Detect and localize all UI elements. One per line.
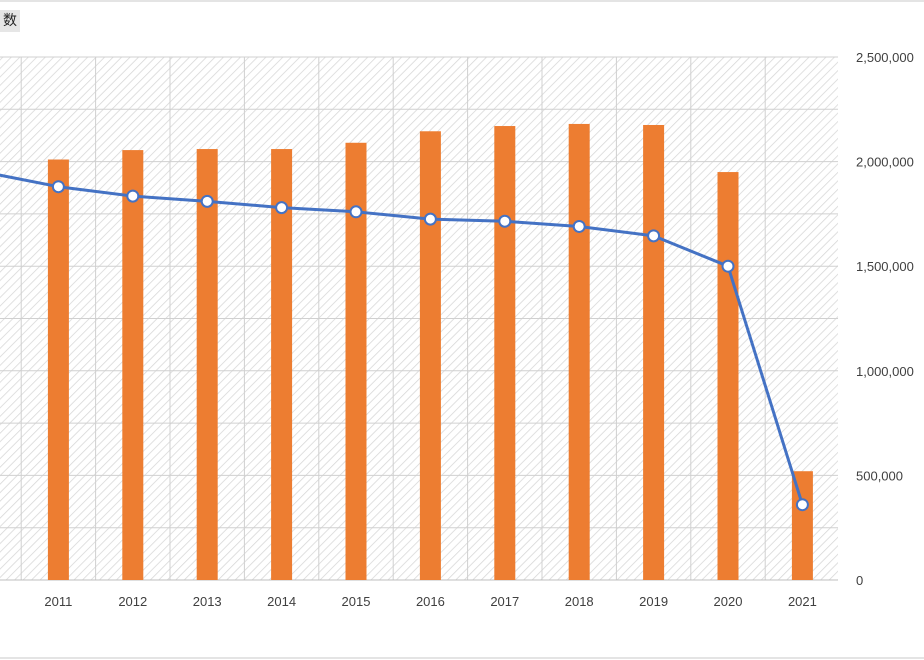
x-tick-label: 2014	[267, 594, 296, 609]
bar-2012	[122, 150, 144, 580]
y-tick-label: 2,000,000	[856, 155, 914, 170]
line-path	[0, 173, 804, 506]
bar-2014	[271, 149, 293, 580]
y-tick-label: 1,000,000	[856, 364, 914, 379]
bar-2020	[717, 172, 739, 580]
bar-2013	[196, 149, 218, 580]
line-series	[0, 173, 804, 506]
y-tick-label: 0	[856, 573, 863, 588]
bar-2021	[791, 471, 813, 580]
line-point-2011	[51, 180, 65, 194]
x-tick-label: 2015	[342, 594, 371, 609]
line-point-2021	[795, 498, 809, 512]
bar-series	[47, 123, 813, 581]
line-point-2016	[423, 212, 437, 226]
bar-2018	[568, 123, 590, 580]
x-tick-label: 2019	[639, 594, 668, 609]
line-markers	[51, 180, 809, 512]
y-axis-labels: 0 500,000 1,000,000 1,500,000 2,000,000 2,500…	[856, 50, 914, 588]
y-tick-label: 2,500,000	[856, 50, 914, 65]
bar-2015	[345, 142, 367, 580]
x-tick-label: 2011	[44, 594, 72, 609]
bar-2019	[643, 124, 665, 581]
line-point-2013	[200, 194, 214, 208]
x-tick-label: 2021	[788, 594, 817, 609]
x-tick-label: 2020	[714, 594, 743, 609]
line-point-2015	[349, 205, 363, 219]
y-tick-label: 500,000	[856, 468, 903, 483]
x-tick-label: 2013	[193, 594, 222, 609]
line-point-2012	[126, 189, 140, 203]
bar-2016	[419, 131, 441, 581]
line-point-2017	[498, 214, 512, 228]
chart-title: 数	[0, 10, 20, 32]
x-axis-labels: 2011 2012 2013 2014 2015 2016 2017 2018 2019 2020…	[44, 594, 816, 609]
x-tick-label: 2012	[118, 594, 147, 609]
bar-2011	[47, 159, 69, 580]
y-tick-label: 1,500,000	[856, 259, 914, 274]
bar-2017	[494, 126, 516, 580]
line-point-2020	[721, 259, 735, 273]
x-tick-label: 2016	[416, 594, 445, 609]
x-tick-label: 2017	[490, 594, 519, 609]
line-point-2018	[572, 219, 586, 233]
x-tick-label: 2018	[565, 594, 594, 609]
line-point-2019	[647, 229, 661, 243]
line-point-2014	[275, 201, 289, 215]
